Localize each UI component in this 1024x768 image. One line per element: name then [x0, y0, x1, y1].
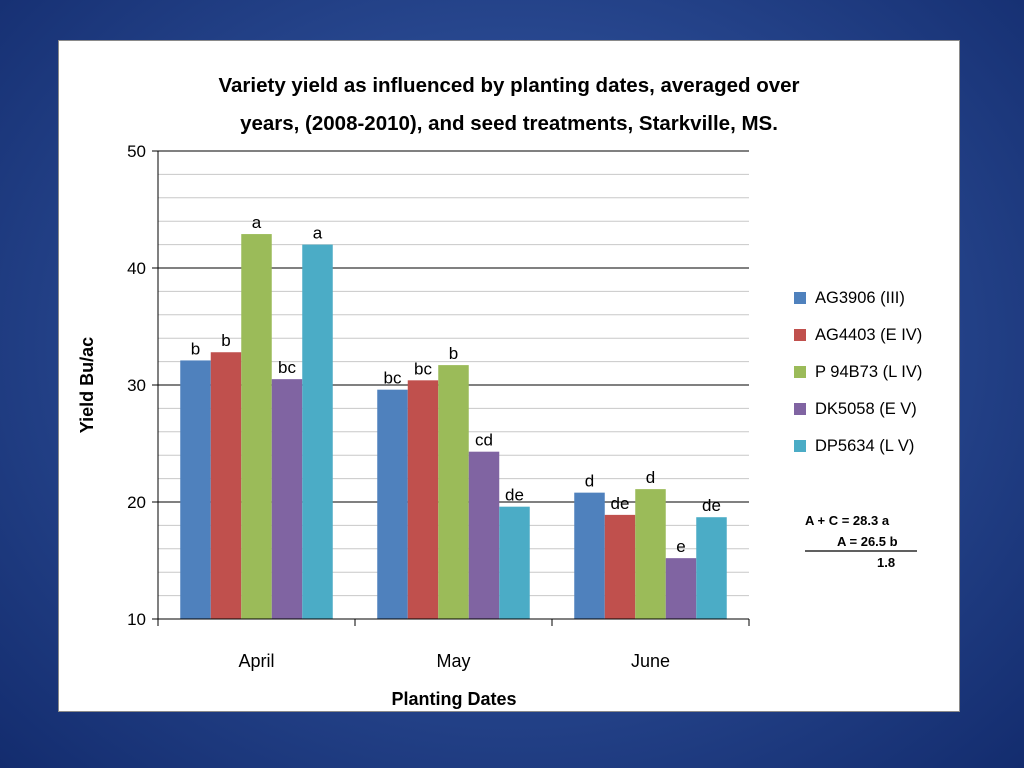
bar-significance-label: d [646, 468, 655, 487]
legend-swatch [794, 329, 806, 341]
bar [180, 360, 211, 619]
bar-significance-label: de [702, 496, 721, 515]
legend-entry: AG3906 (III) [815, 289, 905, 307]
bar-significance-label: b [221, 331, 230, 350]
legend-entry: AG4403 (E IV) [815, 326, 922, 344]
x-category-label: April [238, 651, 274, 671]
axes: 10 20 30 40 50 April May June [127, 142, 750, 671]
bar [499, 506, 530, 619]
bar-significance-label: de [611, 494, 630, 513]
stat-annotation: A + C = 28.3 a A = 26.5 b 1.8 [805, 513, 917, 570]
y-tick-label: 50 [127, 142, 146, 161]
legend-swatch [794, 366, 806, 378]
legend-swatch [794, 403, 806, 415]
bar [210, 352, 242, 619]
annotation-line-1: A + C = 28.3 a [805, 513, 890, 528]
annotation-line-2: A = 26.5 b [837, 534, 898, 549]
x-axis-title: Planting Dates [391, 689, 516, 709]
bar-significance-label: e [676, 537, 685, 556]
bar [302, 244, 333, 619]
legend: AG3906 (III) AG4403 (E IV) P 94B73 (L IV) D… [794, 289, 922, 455]
bar-chart: Variety yield as influenced by planting … [77, 74, 922, 709]
bar-significance-label: bc [414, 359, 432, 378]
bar-significance-label: b [449, 344, 458, 363]
y-axis-title: Yield Bu/ac [77, 337, 97, 433]
chart-title-line-1: Variety yield as influenced by planting … [218, 74, 799, 97]
legend-entry: DP5634 (L V) [815, 437, 914, 455]
bar [407, 380, 439, 619]
y-tick-label: 10 [127, 610, 146, 629]
bar [665, 558, 697, 619]
bars [180, 234, 727, 619]
bar-significance-label: d [585, 472, 594, 491]
bar-significance-label: de [505, 486, 524, 505]
bar [241, 234, 272, 619]
legend-swatch [794, 292, 806, 304]
y-tick-label: 40 [127, 259, 146, 278]
y-tick-label: 20 [127, 493, 146, 512]
bar [377, 389, 408, 619]
legend-entry: P 94B73 (L IV) [815, 363, 922, 381]
bar [574, 492, 605, 619]
bar-significance-label: a [313, 224, 323, 243]
x-category-label: June [631, 651, 670, 671]
x-category-label: May [436, 651, 470, 671]
bar-significance-label: bc [384, 369, 402, 388]
bar [635, 489, 666, 619]
bar-significance-label: cd [475, 431, 493, 450]
bar-significance-label: b [191, 339, 200, 358]
legend-swatch [794, 440, 806, 452]
bar-significance-label: bc [278, 358, 296, 377]
bar-significance-label: a [252, 213, 262, 232]
bar [271, 379, 303, 619]
bar [468, 451, 500, 619]
bar [604, 514, 636, 619]
bar [696, 517, 727, 619]
legend-entry: DK5058 (E V) [815, 400, 917, 418]
slide-panel: Variety yield as influenced by planting … [58, 40, 960, 712]
bar [438, 365, 469, 619]
annotation-line-3: 1.8 [877, 555, 895, 570]
chart-title-line-2: years, (2008-2010), and seed treatments,… [240, 112, 778, 135]
y-tick-label: 30 [127, 376, 146, 395]
